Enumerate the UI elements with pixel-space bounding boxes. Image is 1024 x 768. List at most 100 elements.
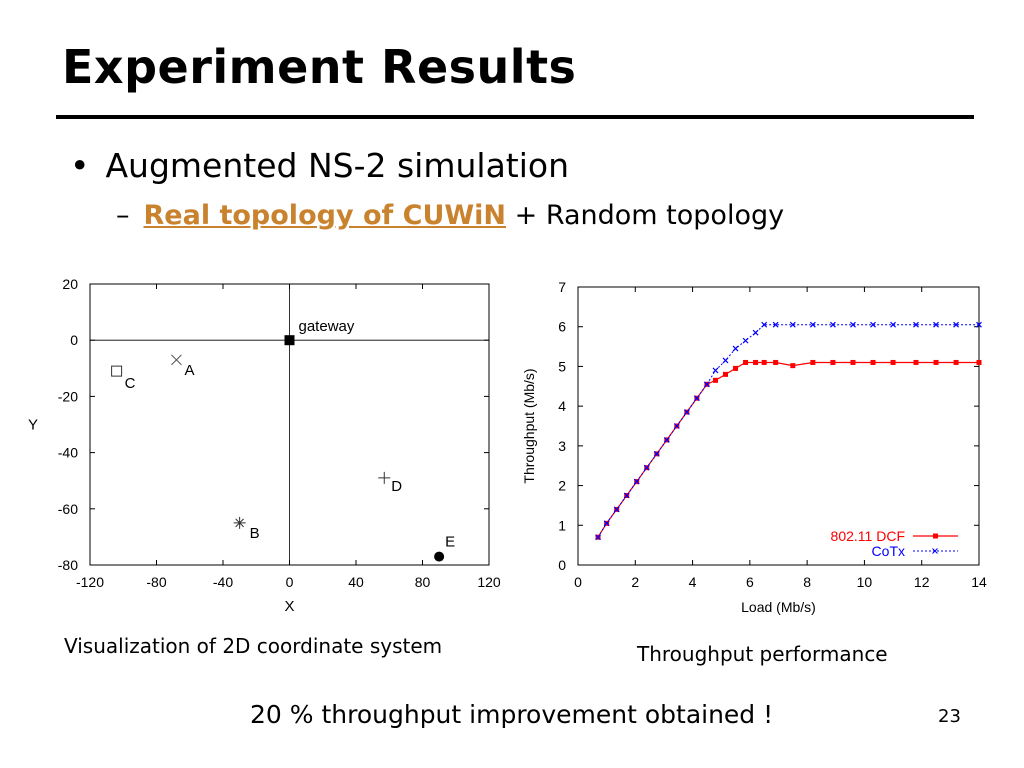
series-cotx-point bbox=[953, 321, 960, 328]
caption-coordinate-system: Visualization of 2D coordinate system bbox=[64, 634, 443, 658]
bullet-dot: • bbox=[70, 146, 90, 185]
scatter-x-tick-label: -40 bbox=[213, 574, 233, 590]
series-cotx-point bbox=[693, 395, 700, 402]
legend-cotx-marker bbox=[932, 548, 938, 554]
series-dcf-line bbox=[597, 361, 979, 538]
series-dcf-point bbox=[790, 363, 796, 369]
series-cotx-point bbox=[673, 423, 680, 429]
scatter-x-tick-label: 120 bbox=[477, 574, 501, 590]
series-cotx-point bbox=[789, 321, 796, 328]
point-c-label: C bbox=[125, 375, 136, 392]
scatter-y-tick-label: -80 bbox=[58, 557, 78, 573]
series-dcf-point bbox=[753, 359, 759, 365]
sub-bullet-dash: – bbox=[116, 200, 130, 231]
throughput-x-tick-label: 4 bbox=[689, 574, 697, 590]
series-cotx-point bbox=[712, 367, 719, 374]
scatter-y-axis-label: Y bbox=[28, 417, 38, 434]
series-dcf-point bbox=[810, 359, 816, 365]
throughput-y-tick-label: 0 bbox=[558, 557, 566, 573]
throughput-y-tick-label: 6 bbox=[558, 319, 566, 335]
series-cotx-point bbox=[772, 321, 779, 328]
throughput-x-tick-label: 14 bbox=[971, 574, 987, 590]
throughput-y-tick-label: 2 bbox=[558, 478, 566, 494]
series-dcf-point bbox=[830, 359, 836, 365]
series-cotx-point bbox=[913, 321, 919, 328]
series-dcf-point bbox=[712, 377, 718, 383]
series-dcf-point bbox=[773, 359, 779, 365]
series-cotx-point bbox=[595, 534, 601, 541]
point-a-marker bbox=[171, 354, 182, 366]
legend-dcf-label: 802.11 DCF bbox=[831, 528, 905, 544]
throughput-x-tick-label: 2 bbox=[631, 574, 639, 590]
series-cotx-point bbox=[643, 464, 650, 471]
series-cotx-point bbox=[653, 450, 660, 457]
series-dcf-point bbox=[976, 359, 982, 365]
point-e-marker bbox=[434, 551, 445, 562]
series-cotx-point bbox=[623, 492, 630, 499]
point-d-marker bbox=[378, 471, 391, 484]
point-gateway-label: gateway bbox=[299, 318, 355, 335]
series-cotx-point bbox=[809, 321, 816, 328]
point-c-marker bbox=[111, 365, 123, 377]
title-divider bbox=[56, 115, 974, 119]
scatter-y-tick-label: -40 bbox=[58, 445, 78, 461]
scatter-x-tick-label: 40 bbox=[348, 574, 364, 590]
series-dcf-point bbox=[743, 359, 749, 365]
series-cotx-point bbox=[890, 321, 896, 328]
scatter-x-tick-label: 80 bbox=[415, 574, 431, 590]
legend-dcf-marker bbox=[933, 533, 938, 539]
series-cotx-point bbox=[703, 381, 710, 388]
page-number: 23 bbox=[938, 706, 961, 727]
series-cotx-point bbox=[933, 321, 939, 328]
legend-cotx-label: CoTx bbox=[872, 543, 905, 559]
point-gateway-marker bbox=[284, 335, 295, 346]
series-dcf-point bbox=[933, 359, 939, 365]
series-cotx-point bbox=[752, 329, 759, 336]
scatter-y-tick-label: -20 bbox=[58, 388, 78, 404]
series-cotx-point bbox=[850, 321, 856, 328]
series-dcf-point bbox=[761, 359, 767, 365]
throughput-y-tick-label: 1 bbox=[558, 517, 566, 533]
scatter-y-tick-label: 20 bbox=[62, 276, 78, 292]
series-cotx-point bbox=[722, 357, 729, 364]
series-dcf-point bbox=[870, 359, 876, 365]
throughput-y-axis-label: Throughput (Mb/s) bbox=[521, 368, 537, 483]
series-dcf-point bbox=[953, 359, 959, 365]
scatter-y-tick-label: 0 bbox=[70, 332, 78, 348]
series-cotx-point bbox=[829, 321, 836, 328]
series-cotx-point bbox=[603, 520, 610, 527]
series-cotx-point bbox=[761, 321, 768, 328]
throughput-x-tick-label: 12 bbox=[914, 574, 930, 590]
throughput-y-tick-label: 5 bbox=[558, 358, 566, 374]
series-cotx-point bbox=[633, 478, 640, 485]
scatter-y-tick-label: -60 bbox=[58, 501, 78, 517]
series-cotx-point bbox=[663, 436, 670, 443]
slide-title: Experiment Results bbox=[62, 40, 577, 94]
series-dcf-point bbox=[733, 365, 739, 371]
series-dcf-point bbox=[723, 371, 729, 377]
point-b-marker bbox=[233, 516, 246, 529]
series-cotx-point bbox=[732, 345, 739, 352]
scatter-x-tick-label: -80 bbox=[146, 574, 166, 590]
series-dcf-point bbox=[890, 359, 896, 365]
series-cotx-point bbox=[613, 506, 620, 513]
series-cotx-point bbox=[870, 321, 876, 328]
series-cotx-point bbox=[683, 409, 690, 416]
throughput-x-tick-label: 0 bbox=[574, 574, 582, 590]
series-cotx-line bbox=[597, 324, 979, 538]
point-a-label: A bbox=[184, 362, 194, 379]
bullet-text: Augmented NS-2 simulation bbox=[105, 146, 569, 185]
main-bullet: • Augmented NS-2 simulation bbox=[70, 146, 569, 185]
throughput-y-tick-label: 3 bbox=[558, 438, 566, 454]
cuwin-topology-link[interactable]: Real topology of CUWiN bbox=[143, 200, 507, 231]
caption-throughput: Throughput performance bbox=[637, 642, 888, 666]
scatter-x-tick-label: -120 bbox=[76, 574, 104, 590]
throughput-x-tick-label: 10 bbox=[857, 574, 873, 590]
scatter-x-axis-label: X bbox=[284, 598, 294, 615]
sub-bullet: – Real topology of CUWiN + Random topolog… bbox=[116, 200, 784, 231]
conclusion-text: 20 % throughput improvement obtained ! bbox=[250, 700, 774, 729]
throughput-y-tick-label: 7 bbox=[558, 279, 566, 295]
scatter-x-tick-label: 0 bbox=[286, 574, 294, 590]
point-d-label: D bbox=[391, 478, 402, 495]
throughput-y-tick-label: 4 bbox=[558, 398, 566, 414]
